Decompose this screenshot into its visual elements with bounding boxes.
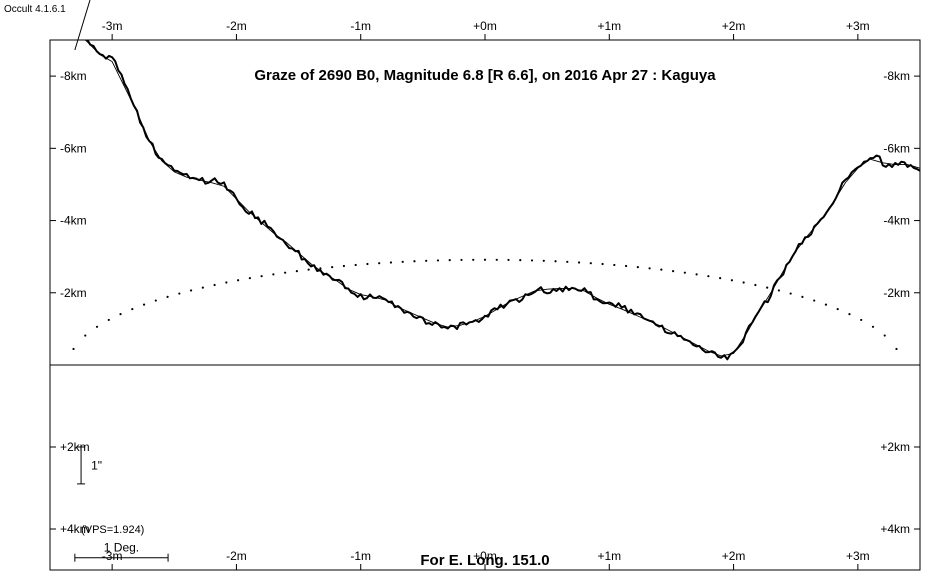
vps-label: (VPS=1.924) bbox=[81, 524, 144, 536]
svg-text:-3m: -3m bbox=[102, 19, 123, 33]
svg-text:-6km: -6km bbox=[883, 141, 910, 155]
svg-text:+0m: +0m bbox=[473, 19, 497, 33]
plot-frame bbox=[50, 40, 920, 570]
graze-chart: -3m-3m-2m-2m-1m-1m+0m+0m+1m+1m+2m+2m+3m+… bbox=[0, 0, 950, 580]
svg-text:+2km: +2km bbox=[60, 440, 90, 454]
svg-text:-1m: -1m bbox=[350, 19, 371, 33]
svg-text:+2m: +2m bbox=[722, 19, 746, 33]
svg-text:-2km: -2km bbox=[60, 286, 87, 300]
svg-text:+3m: +3m bbox=[846, 549, 870, 563]
svg-text:-4km: -4km bbox=[60, 214, 87, 228]
scale-1deg-label: 1 Deg. bbox=[104, 541, 139, 555]
version-label: Occult 4.1.6.1 bbox=[4, 4, 66, 15]
svg-text:-4km: -4km bbox=[883, 214, 910, 228]
svg-text:+3m: +3m bbox=[846, 19, 870, 33]
svg-text:-1m: -1m bbox=[350, 549, 371, 563]
svg-text:+4km: +4km bbox=[880, 522, 910, 536]
svg-text:-8km: -8km bbox=[883, 69, 910, 83]
svg-text:-2m: -2m bbox=[226, 549, 247, 563]
svg-text:-8km: -8km bbox=[60, 69, 87, 83]
chart-footer: For E. Long. 151.0 bbox=[420, 552, 549, 569]
svg-text:-2m: -2m bbox=[226, 19, 247, 33]
svg-text:+1m: +1m bbox=[597, 19, 621, 33]
svg-text:+2m: +2m bbox=[722, 549, 746, 563]
scale-1sec-label: 1" bbox=[91, 458, 102, 472]
svg-text:+1m: +1m bbox=[597, 549, 621, 563]
svg-text:-2km: -2km bbox=[883, 286, 910, 300]
svg-text:+2km: +2km bbox=[880, 440, 910, 454]
chart-title: Graze of 2690 B0, Magnitude 6.8 [R 6.6],… bbox=[254, 67, 716, 84]
svg-text:-6km: -6km bbox=[60, 141, 87, 155]
